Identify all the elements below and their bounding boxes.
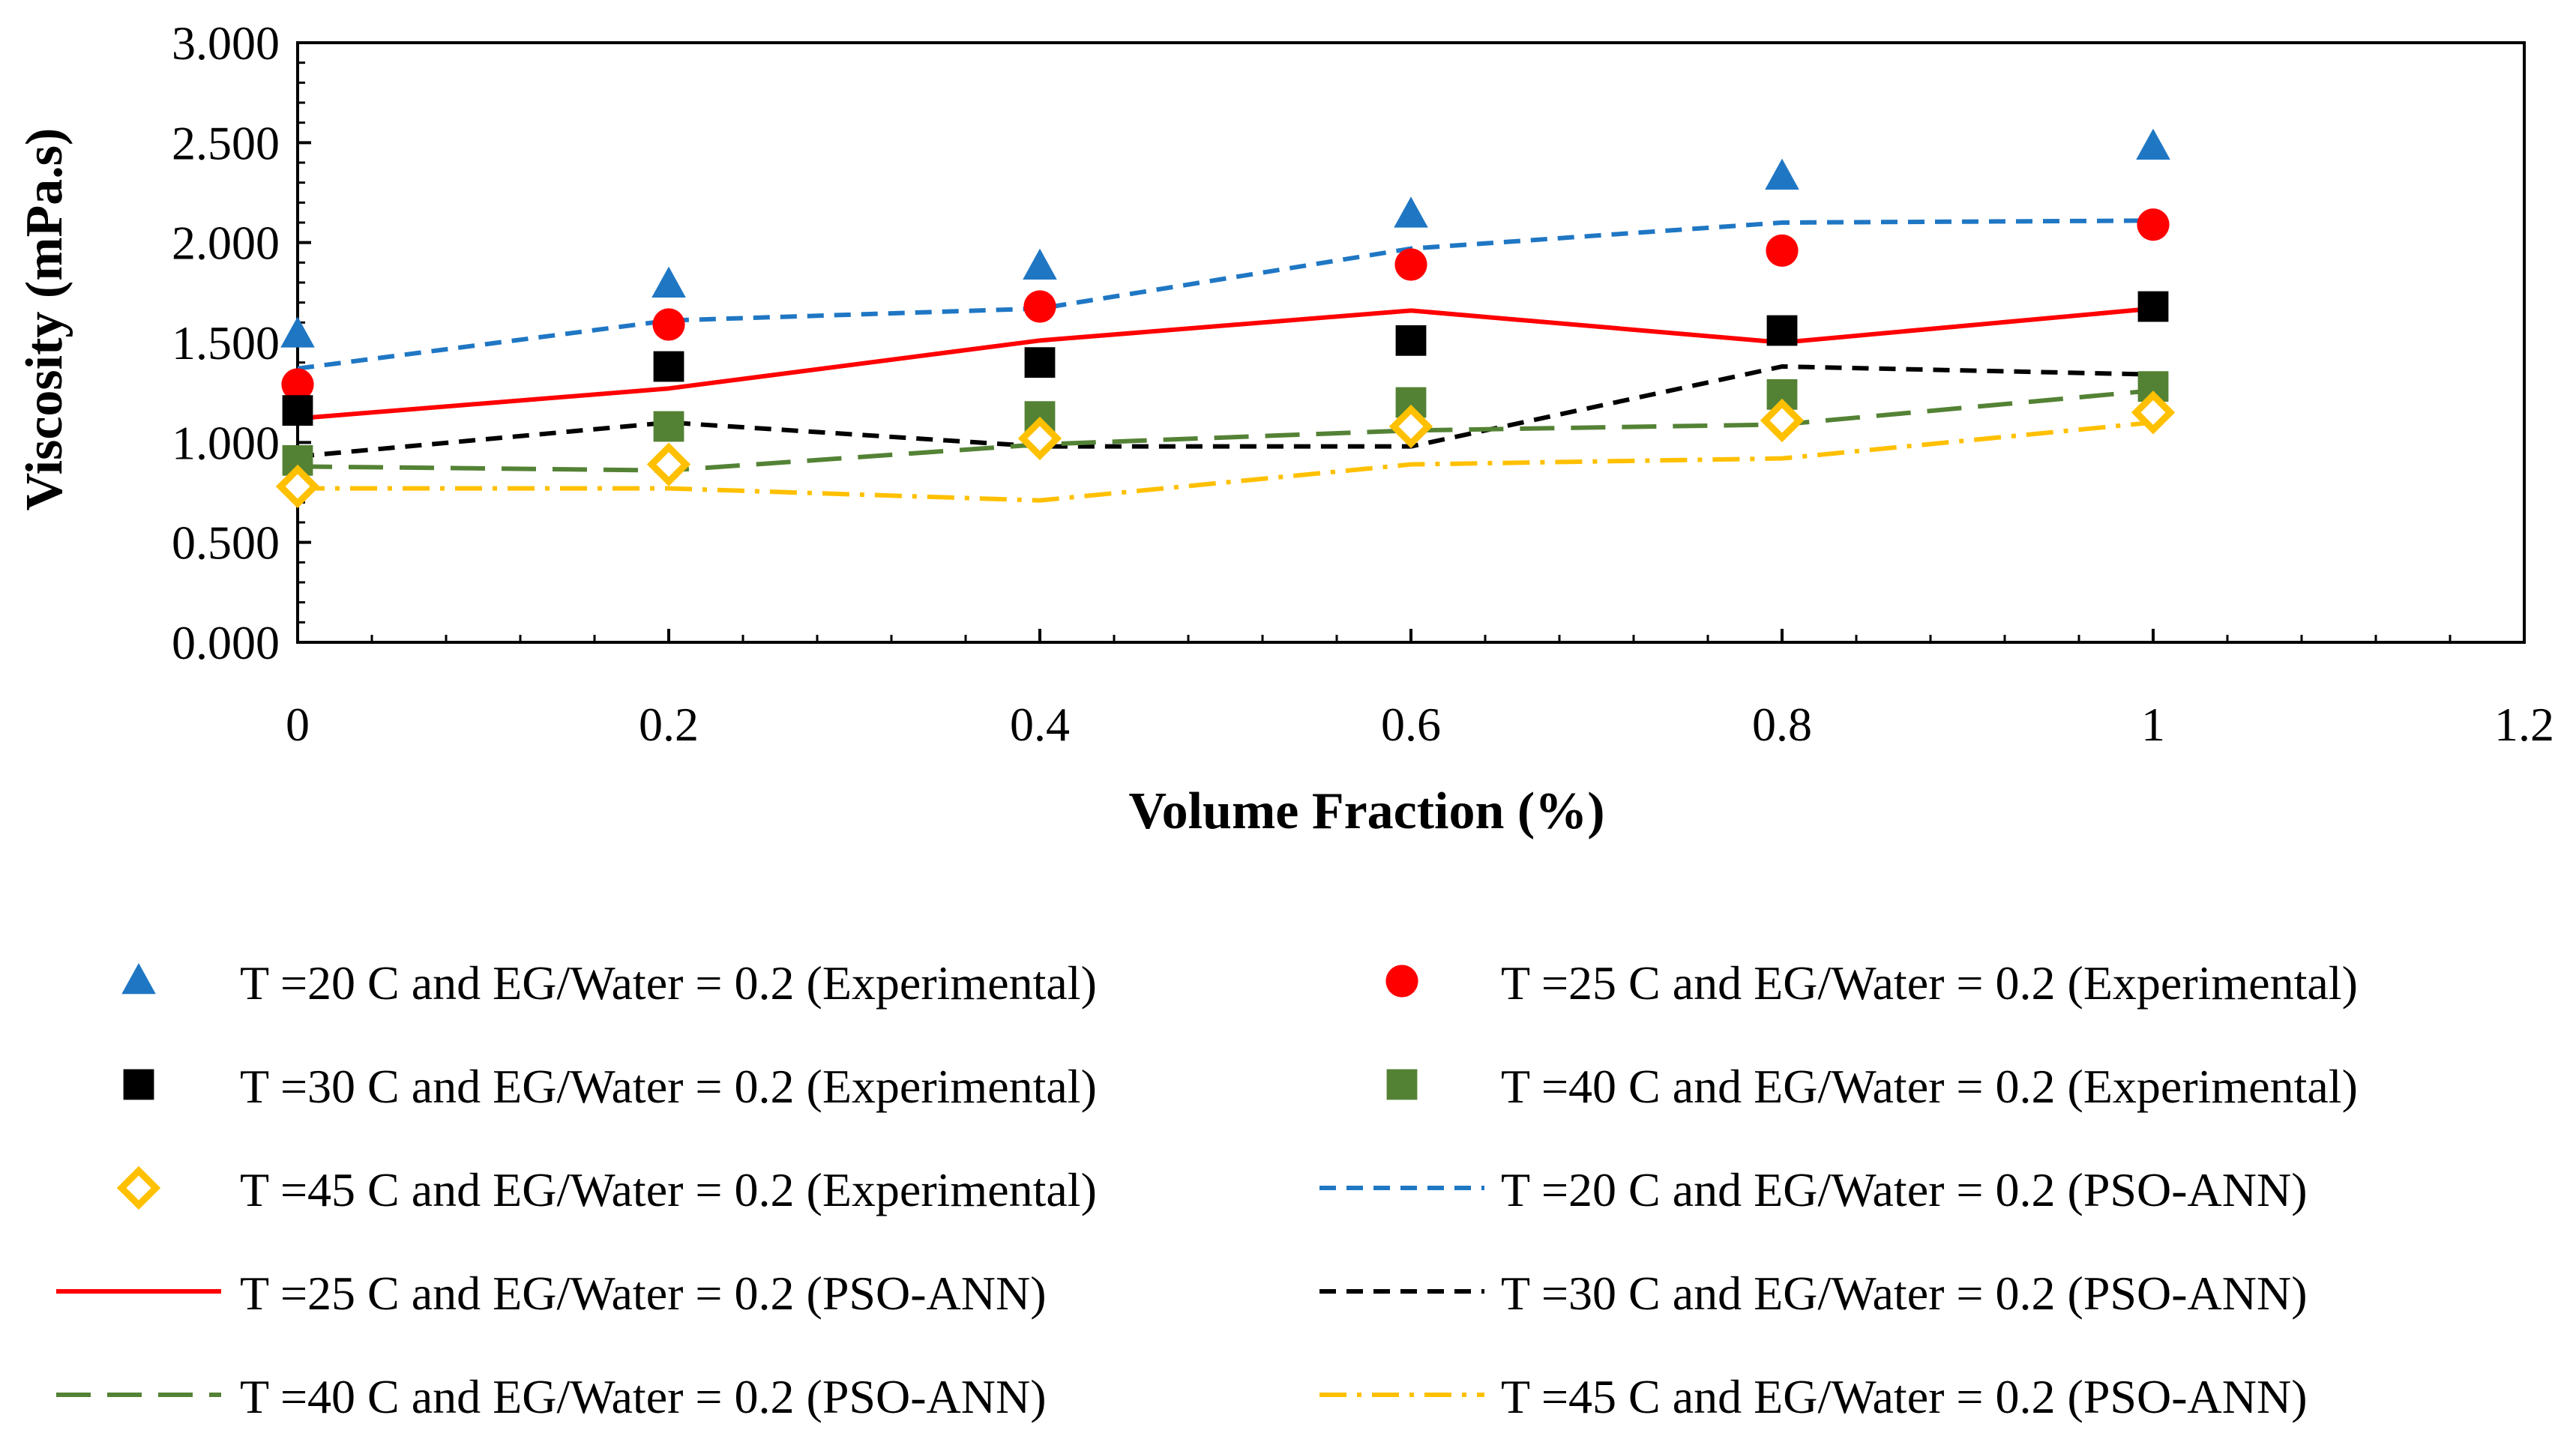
series-line-t-25-c-and-eg-water-0-2-pso-ann — [297, 306, 2154, 421]
data-point-t-45-c-and-eg-water-0-2-experimental — [2131, 390, 2176, 435]
legend-item: T =45 C and EG/Water = 0.2 (Experimental… — [116, 1163, 1097, 1216]
y-tick-label: 3.000 — [172, 16, 280, 70]
x-axis: 0 0.2 0.4 0.6 0.8 1 1.2 — [286, 629, 2554, 751]
y-tick-label: 0.500 — [172, 516, 280, 570]
y-axis: 0.000 0.500 1.000 1.500 2.000 2.500 3.000 — [172, 16, 311, 669]
legend-label: T =30 C and EG/Water = 0.2 (PSO-ANN) — [1501, 1267, 2308, 1320]
y-tick-label: 1.500 — [172, 316, 280, 369]
legend-label: T =45 C and EG/Water = 0.2 (PSO-ANN) — [1501, 1370, 2308, 1423]
legend-symbol — [121, 963, 156, 995]
data-point-t-20-c-and-eg-water-0-2-experimental — [651, 266, 686, 298]
data-point-t-20-c-and-eg-water-0-2-experimental — [1765, 158, 1799, 190]
legend-symbol — [1386, 1069, 1418, 1100]
data-point-t-30-c-and-eg-water-0-2-experimental — [282, 395, 313, 426]
x-tick-label: 0.4 — [1010, 698, 1070, 751]
x-tick-label: 1.2 — [2494, 698, 2554, 751]
legend-label: T =30 C and EG/Water = 0.2 (Experimental… — [240, 1060, 1097, 1113]
data-point-t-40-c-and-eg-water-0-2-experimental — [653, 411, 684, 442]
series-line-t-45-c-and-eg-water-0-2-pso-ann — [298, 420, 2154, 503]
x-tick-label: 0.2 — [639, 698, 699, 751]
series-lines — [297, 218, 2154, 503]
legend-item: T =30 C and EG/Water = 0.2 (Experimental… — [123, 1060, 1097, 1113]
data-point-t-20-c-and-eg-water-0-2-experimental — [2136, 128, 2170, 160]
legend-symbol — [1385, 965, 1418, 998]
y-tick-label: 1.000 — [172, 416, 280, 469]
data-point-t-45-c-and-eg-water-0-2-experimental — [1388, 404, 1433, 449]
data-point-t-20-c-and-eg-water-0-2-experimental — [1023, 248, 1057, 280]
x-tick-label: 0 — [286, 698, 310, 751]
legend-item: T =40 C and EG/Water = 0.2 (Experimental… — [1386, 1060, 2358, 1113]
data-point-t-30-c-and-eg-water-0-2-experimental — [653, 351, 684, 382]
legend: T =20 C and EG/Water = 0.2 (Experimental… — [56, 956, 2358, 1423]
series-line-t-30-c-and-eg-water-0-2-pso-ann — [297, 364, 2154, 459]
data-point-t-30-c-and-eg-water-0-2-experimental — [1395, 325, 1427, 356]
legend-symbol — [123, 1069, 154, 1100]
data-point-t-25-c-and-eg-water-0-2-experimental — [281, 368, 314, 401]
data-point-t-25-c-and-eg-water-0-2-experimental — [1023, 290, 1056, 323]
x-axis-title: Volume Fraction (%) — [1128, 782, 1604, 840]
y-axis-title: Viscosity (mPa.s) — [16, 128, 73, 511]
data-point-t-45-c-and-eg-water-0-2-experimental — [275, 464, 320, 509]
legend-label: T =25 C and EG/Water = 0.2 (Experimental… — [1501, 956, 2358, 1010]
legend-label: T =25 C and EG/Water = 0.2 (PSO-ANN) — [240, 1267, 1047, 1320]
data-point-t-30-c-and-eg-water-0-2-experimental — [1766, 315, 1798, 346]
data-point-t-45-c-and-eg-water-0-2-experimental — [1017, 416, 1062, 461]
data-point-t-30-c-and-eg-water-0-2-experimental — [1024, 347, 1056, 378]
data-point-t-25-c-and-eg-water-0-2-experimental — [2137, 208, 2170, 241]
data-point-t-45-c-and-eg-water-0-2-experimental — [646, 442, 691, 486]
legend-item: T =45 C and EG/Water = 0.2 (PSO-ANN) — [1319, 1370, 2308, 1423]
x-tick-label: 1 — [2141, 698, 2165, 751]
series-line-t-40-c-and-eg-water-0-2-pso-ann — [297, 388, 2154, 473]
data-point-t-20-c-and-eg-water-0-2-experimental — [1394, 196, 1428, 228]
data-point-t-25-c-and-eg-water-0-2-experimental — [1766, 234, 1799, 267]
x-tick-label: 0.8 — [1752, 698, 1812, 751]
legend-item: T =30 C and EG/Water = 0.2 (PSO-ANN) — [1319, 1267, 2308, 1320]
legend-label: T =40 C and EG/Water = 0.2 (PSO-ANN) — [240, 1370, 1047, 1423]
data-point-t-25-c-and-eg-water-0-2-experimental — [652, 308, 685, 341]
legend-label: T =20 C and EG/Water = 0.2 (Experimental… — [240, 956, 1097, 1010]
legend-item: T =25 C and EG/Water = 0.2 (Experimental… — [1385, 956, 2358, 1010]
y-tick-label: 2.000 — [172, 217, 280, 270]
legend-label: T =20 C and EG/Water = 0.2 (PSO-ANN) — [1501, 1163, 2308, 1216]
data-point-t-25-c-and-eg-water-0-2-experimental — [1394, 248, 1427, 281]
y-tick-label: 2.500 — [172, 116, 280, 169]
data-point-t-20-c-and-eg-water-0-2-experimental — [280, 316, 315, 348]
series-line-t-20-c-and-eg-water-0-2-pso-ann — [297, 218, 2154, 371]
legend-item: T =40 C and EG/Water = 0.2 (PSO-ANN) — [56, 1370, 1047, 1423]
series-markers — [275, 128, 2176, 509]
legend-symbol — [116, 1165, 161, 1210]
y-tick-label: 0.000 — [172, 616, 280, 669]
data-point-t-30-c-and-eg-water-0-2-experimental — [2137, 291, 2169, 322]
legend-label: T =45 C and EG/Water = 0.2 (Experimental… — [240, 1163, 1097, 1216]
legend-item: T =25 C and EG/Water = 0.2 (PSO-ANN) — [56, 1267, 1047, 1320]
data-point-t-45-c-and-eg-water-0-2-experimental — [1760, 398, 1805, 443]
legend-item: T =20 C and EG/Water = 0.2 (PSO-ANN) — [1319, 1163, 2308, 1216]
legend-item: T =20 C and EG/Water = 0.2 (Experimental… — [121, 956, 1097, 1010]
x-tick-label: 0.6 — [1381, 698, 1441, 751]
legend-label: T =40 C and EG/Water = 0.2 (Experimental… — [1501, 1060, 2358, 1113]
